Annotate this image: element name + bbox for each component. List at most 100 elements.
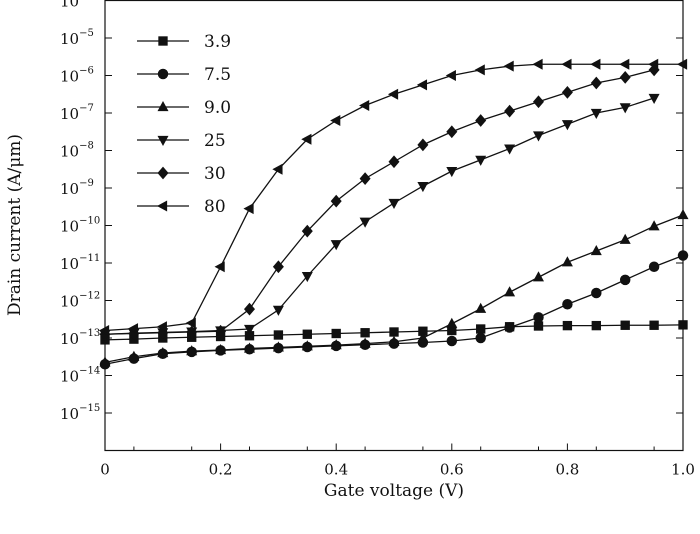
y-tick-label: 10−12 <box>60 291 100 311</box>
data-point <box>272 163 283 175</box>
data-point <box>388 198 400 210</box>
data-point <box>215 324 227 338</box>
data-point <box>128 350 140 361</box>
data-point <box>446 317 458 328</box>
plot-frame <box>104 0 684 452</box>
x-axis-title: Gate voltage (V) <box>324 481 464 501</box>
data-point <box>359 100 370 111</box>
data-point <box>389 327 399 337</box>
data-point <box>186 325 198 339</box>
data-point <box>301 340 313 351</box>
series-line <box>104 97 655 335</box>
data-point <box>619 103 631 114</box>
legend: 3.9 7.5 9.0 25 30 80 <box>137 32 231 217</box>
legend-marker <box>157 68 169 80</box>
legend-marker <box>157 100 169 112</box>
data-point <box>272 341 284 352</box>
data-point <box>476 324 486 334</box>
data-point <box>475 155 487 166</box>
data-point <box>446 125 458 139</box>
series-layer <box>98 58 689 370</box>
series-3 <box>99 93 660 341</box>
data-point <box>272 305 284 316</box>
y-tick-label: 10−11 <box>60 253 100 273</box>
data-point <box>648 58 659 70</box>
data-point <box>648 93 660 105</box>
data-point <box>186 345 198 356</box>
data-point <box>388 155 400 169</box>
legend-label: 9.0 <box>204 98 231 118</box>
legend-label: 25 <box>204 131 226 151</box>
data-point <box>504 104 516 118</box>
x-tick-label: 0.4 <box>324 461 348 479</box>
data-point <box>330 240 342 251</box>
data-point <box>533 321 544 331</box>
data-point <box>561 256 573 267</box>
data-point <box>619 58 630 70</box>
data-point <box>474 64 485 76</box>
y-tick-label: 10−15 <box>60 403 100 423</box>
legend-label: 7.5 <box>204 65 231 85</box>
data-point <box>619 274 631 286</box>
data-point <box>648 261 660 272</box>
data-point <box>591 287 602 299</box>
y-tick-label: 10−8 <box>60 141 94 161</box>
data-point <box>359 337 371 348</box>
data-point <box>561 120 573 131</box>
data-point <box>127 323 139 335</box>
legend-marker <box>158 36 168 46</box>
data-point <box>590 58 601 70</box>
data-point <box>244 331 255 341</box>
data-point <box>678 320 688 330</box>
data-point <box>331 328 341 339</box>
legend-item: 7.5 <box>137 65 231 85</box>
data-point <box>445 70 456 81</box>
data-point <box>533 271 544 282</box>
y-tick-label: 10−4 <box>60 0 94 11</box>
data-point <box>649 320 659 330</box>
data-point <box>417 138 429 152</box>
data-point <box>301 224 313 238</box>
data-point <box>677 250 689 261</box>
data-point <box>99 356 111 367</box>
data-point <box>387 88 399 100</box>
y-tick-label: 10−5 <box>60 28 94 48</box>
legend-item: 9.0 <box>137 98 231 118</box>
legend-label: 30 <box>204 164 226 184</box>
data-point <box>244 324 255 336</box>
data-point <box>243 203 254 215</box>
data-point <box>185 317 196 329</box>
data-point <box>447 325 457 336</box>
data-point <box>562 299 573 310</box>
data-point <box>591 320 601 331</box>
data-point <box>648 220 660 231</box>
data-point <box>475 302 487 313</box>
data-point <box>475 114 487 127</box>
data-point <box>388 335 400 346</box>
data-point <box>157 346 169 358</box>
data-point <box>214 261 225 273</box>
data-point <box>620 320 630 330</box>
legend-marker <box>157 166 169 180</box>
data-point <box>330 339 342 350</box>
data-point <box>273 330 284 340</box>
data-point <box>244 342 255 353</box>
data-point <box>417 331 429 343</box>
data-point <box>562 320 573 331</box>
data-point <box>417 182 429 193</box>
data-point <box>475 332 486 344</box>
data-point <box>590 76 602 90</box>
data-point <box>619 233 631 244</box>
data-point <box>504 322 515 333</box>
x-tick-label: 0.8 <box>555 461 579 479</box>
data-point <box>619 71 631 84</box>
data-point <box>533 95 544 109</box>
y-tick-label: 10−9 <box>60 178 94 198</box>
data-point <box>590 108 602 120</box>
series-4 <box>99 63 660 341</box>
series-5 <box>98 58 688 336</box>
data-point <box>359 217 371 228</box>
data-point <box>244 302 255 316</box>
data-point <box>330 115 341 126</box>
